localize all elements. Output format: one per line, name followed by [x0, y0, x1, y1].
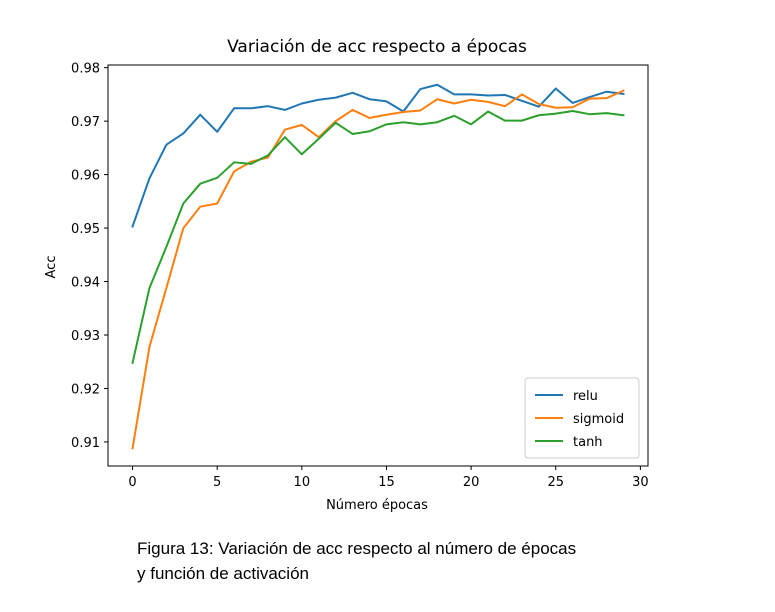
series-layer — [131, 83, 625, 450]
series-line-sigmoid — [131, 89, 625, 450]
y-axis-label: Acc — [44, 256, 59, 279]
figure-caption: Figura 13: Variación de acc respecto al … — [137, 536, 737, 586]
legend-label-sigmoid: sigmoid — [573, 412, 624, 427]
x-tick-label: 20 — [463, 475, 480, 490]
legend-label-tanh: tanh — [573, 435, 603, 450]
legend-label-relu: relu — [573, 389, 598, 404]
chart-title: Variación de acc respecto a épocas — [227, 37, 527, 57]
plot-frame — [107, 64, 649, 467]
accuracy-line-chart: Variación de acc respecto a épocas 0 5 10 1… — [44, 37, 649, 513]
x-tick-label: 0 — [128, 475, 136, 490]
y-tick-label: 0.91 — [71, 436, 100, 451]
x-axis-label: Número épocas — [326, 498, 428, 513]
y-tick-label: 0.94 — [71, 276, 100, 291]
caption-line-2: y función de activación — [137, 564, 309, 583]
x-tick-label: 25 — [547, 475, 564, 490]
x-tick-label: 15 — [378, 475, 395, 490]
x-tick-label: 10 — [294, 475, 311, 490]
x-axis-ticks: 0 5 10 15 20 25 30 — [128, 466, 649, 490]
caption-line-1: Figura 13: Variación de acc respecto al … — [137, 539, 577, 558]
y-tick-label: 0.97 — [71, 115, 100, 130]
plot-area — [107, 64, 649, 467]
y-tick-label: 0.93 — [71, 329, 100, 344]
y-tick-label: 0.95 — [71, 222, 100, 237]
legend: relu sigmoid tanh — [524, 377, 640, 459]
x-tick-label: 5 — [213, 475, 221, 490]
y-tick-label: 0.96 — [71, 169, 100, 184]
x-tick-label: 30 — [632, 475, 649, 490]
y-tick-label: 0.92 — [71, 382, 100, 397]
y-tick-label: 0.98 — [71, 62, 100, 77]
legend-box — [524, 377, 640, 459]
series-line-tanh — [131, 109, 625, 365]
y-axis-ticks: 0.91 0.92 0.93 0.94 0.95 0.96 0.97 0.98 — [71, 62, 108, 451]
